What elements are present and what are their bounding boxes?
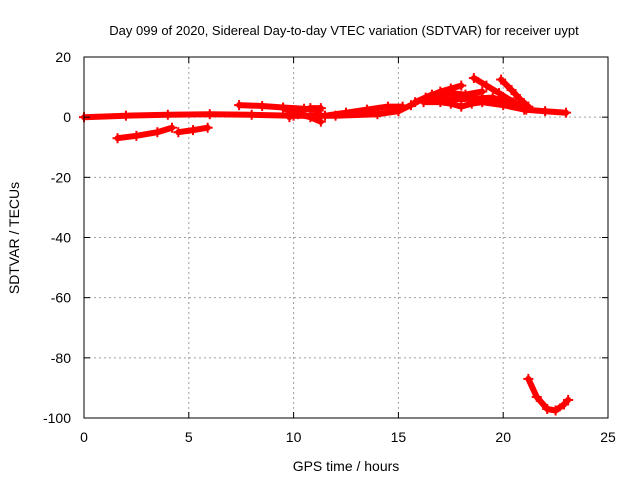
y-axis-label: SDTVAR / TECUs [6,182,22,294]
x-tick-label: 20 [495,429,511,445]
chart-title: Day 099 of 2020, Sidereal Day-to-day VTE… [109,23,579,38]
data-point-marker [173,127,184,138]
data-point-marker [341,107,351,118]
x-tick-label: 15 [391,429,407,445]
data-point-marker [481,80,492,91]
data-point-marker [294,106,305,117]
y-tick-label: -80 [51,350,71,366]
data-series-group [79,73,574,416]
y-tick-label: -20 [51,169,71,185]
data-point-marker [506,85,517,96]
data-point-marker [393,106,404,117]
data-point-marker [278,103,289,114]
data-point-marker [523,101,534,112]
data-point-marker [523,373,534,384]
data-point-marker [382,101,393,112]
data-point-marker [494,88,505,99]
data-series-trace [286,105,324,121]
y-tick-label: 0 [63,109,71,125]
data-point-marker [563,394,574,405]
data-series-trace [420,99,570,116]
data-point-marker [204,109,215,120]
y-tick-label: 20 [55,49,71,65]
y-tick-label: -60 [51,290,71,306]
data-point-marker [320,110,331,121]
x-tick-label: 0 [80,429,88,445]
data-point-marker [246,109,257,120]
y-tick-label: -40 [51,230,71,246]
x-tick-label: 10 [286,429,302,445]
data-point-marker [305,112,316,123]
data-point-marker [315,116,326,127]
data-point-marker [456,94,467,105]
data-point-marker [187,125,198,136]
data-point-marker [234,100,245,111]
data-point-marker [257,101,268,112]
data-point-marker [131,130,142,141]
data-point-marker [477,86,488,97]
data-point-marker [152,127,163,138]
data-point-marker [550,405,561,416]
data-point-marker [120,110,131,121]
data-series-trace [280,105,324,125]
data-point-marker [418,97,429,108]
data-point-marker [162,109,173,120]
data-point-marker [542,403,553,414]
y-tick-label: -100 [43,410,71,426]
x-axis-label: GPS time / hours [293,458,400,474]
data-point-marker [315,103,326,114]
data-point-marker [514,94,525,105]
data-point-marker [468,73,479,84]
x-tick-label: 5 [185,429,193,445]
x-tick-label: 25 [600,429,616,445]
data-point-marker [361,104,372,115]
data-point-marker [202,122,213,133]
data-point-marker [305,103,316,114]
data-point-marker [167,122,178,133]
data-point-marker [496,74,507,85]
axis-ticks: 0 5 10 15 20 25 -100 -80 -60 -40 -20 0 20 [43,49,616,445]
data-point-marker [284,112,295,123]
data-series-trace [114,124,175,142]
data-point-marker [456,80,467,91]
data-point-marker [410,97,421,108]
data-series-trace [498,76,532,110]
data-point-marker [424,94,435,105]
data-point-marker [561,107,572,118]
data-series-trace [426,94,517,109]
data-point-marker [540,106,551,117]
data-point-marker [508,100,519,111]
data-point-marker [112,133,123,144]
data-point-marker [487,92,498,103]
data-point-marker [531,391,542,402]
data-series-trace [525,375,572,414]
